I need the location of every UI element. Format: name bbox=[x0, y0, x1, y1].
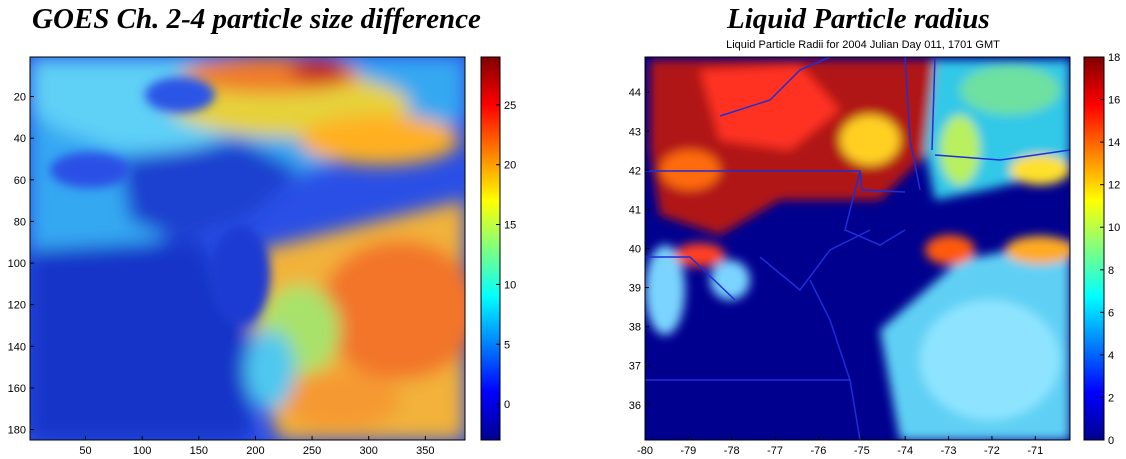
y-tick-label: 44 bbox=[629, 87, 641, 99]
colorbar-tick-label: 14 bbox=[1108, 137, 1120, 149]
chart1-colorbar: 0 5 10 15 20 25 bbox=[480, 56, 516, 441]
colorbar-tick-label: 25 bbox=[504, 100, 516, 112]
x-tick-label: -74 bbox=[897, 445, 913, 457]
chart2-field bbox=[645, 57, 1070, 440]
x-tick-label: 200 bbox=[246, 445, 264, 457]
y-tick-label: 39 bbox=[629, 283, 641, 295]
x-tick-label: 350 bbox=[416, 445, 434, 457]
y-tick-label: 43 bbox=[629, 126, 641, 138]
y-tick-label: 160 bbox=[8, 383, 26, 395]
colorbar-tick-label: 12 bbox=[1108, 180, 1120, 192]
chart2-y-ticks: 36 37 38 39 40 41 42 43 44 bbox=[629, 87, 649, 412]
y-tick-label: 80 bbox=[14, 216, 26, 228]
y-tick-label: 60 bbox=[14, 175, 26, 187]
x-tick-label: -77 bbox=[767, 445, 783, 457]
x-tick-label: -75 bbox=[854, 445, 870, 457]
colorbar-tick-label: 2 bbox=[1108, 392, 1114, 404]
colorbar-tick-label: 0 bbox=[504, 399, 510, 411]
x-tick-label: -76 bbox=[811, 445, 827, 457]
x-tick-label: -73 bbox=[941, 445, 957, 457]
y-tick-label: 40 bbox=[629, 244, 641, 256]
y-tick-label: 36 bbox=[629, 400, 641, 412]
x-tick-label: -71 bbox=[1027, 445, 1043, 457]
colorbar-tick-label: 15 bbox=[504, 220, 516, 232]
colorbar-tick-label: 18 bbox=[1108, 52, 1120, 64]
chart2-colorbar: 0 2 4 6 8 10 12 14 16 18 bbox=[1083, 52, 1120, 447]
colorbar-tick-label: 4 bbox=[1108, 350, 1114, 362]
colorbar-tick-label: 0 bbox=[1108, 435, 1114, 447]
colorbar-tick-label: 16 bbox=[1108, 95, 1120, 107]
chart1-x-ticks: 50 100 150 200 250 300 350 bbox=[79, 436, 435, 457]
y-tick-label: 41 bbox=[629, 204, 641, 216]
chart1-plot: 50 100 150 200 250 300 350 20 40 60 80 100 120 140 16… bbox=[8, 56, 466, 457]
colorbar-tick-label: 10 bbox=[1108, 222, 1120, 234]
y-tick-label: 140 bbox=[8, 341, 26, 353]
colorbar-tick-label: 20 bbox=[504, 160, 516, 172]
y-tick-label: 100 bbox=[8, 258, 26, 270]
x-tick-label: -72 bbox=[984, 445, 1000, 457]
x-tick-label: 250 bbox=[303, 445, 321, 457]
chart2-subtitle: Liquid Particle Radii for 2004 Julian Da… bbox=[726, 39, 1000, 51]
x-tick-label: 50 bbox=[79, 445, 91, 457]
chart2-title: Liquid Particle radius bbox=[727, 3, 990, 35]
x-tick-label: -80 bbox=[637, 445, 653, 457]
chart2-colorbar-ticks: 0 2 4 6 8 10 12 14 16 18 bbox=[1100, 52, 1120, 447]
y-tick-label: 37 bbox=[629, 361, 641, 373]
x-tick-label: -78 bbox=[724, 445, 740, 457]
colorbar-tick-label: 10 bbox=[504, 279, 516, 291]
colorbar-tick-label: 8 bbox=[1108, 265, 1114, 277]
y-tick-label: 180 bbox=[8, 425, 26, 437]
y-tick-label: 42 bbox=[629, 165, 641, 177]
x-tick-label: 300 bbox=[360, 445, 378, 457]
colorbar-tick-label: 5 bbox=[504, 339, 510, 351]
y-tick-label: 20 bbox=[14, 92, 26, 104]
x-tick-label: 100 bbox=[133, 445, 151, 457]
y-tick-label: 38 bbox=[629, 322, 641, 334]
y-tick-label: 40 bbox=[14, 133, 26, 145]
chart2-x-ticks: -80 -79 -78 -77 -76 -75 -74 -73 -72 -71 bbox=[637, 436, 1043, 457]
chart2-boundary-overlay bbox=[645, 57, 1070, 440]
x-tick-label: -79 bbox=[680, 445, 696, 457]
chart1-field bbox=[30, 57, 465, 440]
chart1-colorbar-ticks: 0 5 10 15 20 25 bbox=[496, 100, 516, 411]
x-tick-label: 150 bbox=[190, 445, 208, 457]
colorbar-tick-label: 6 bbox=[1108, 307, 1114, 319]
y-tick-label: 120 bbox=[8, 300, 26, 312]
chart2-plot: -80 -79 -78 -77 -76 -75 -74 -73 -72 -71 36 37 38 39 4… bbox=[629, 56, 1071, 457]
chart1-y-ticks: 20 40 60 80 100 120 140 160 180 bbox=[8, 92, 34, 437]
chart1-title: GOES Ch. 2-4 particle size difference bbox=[32, 3, 481, 35]
